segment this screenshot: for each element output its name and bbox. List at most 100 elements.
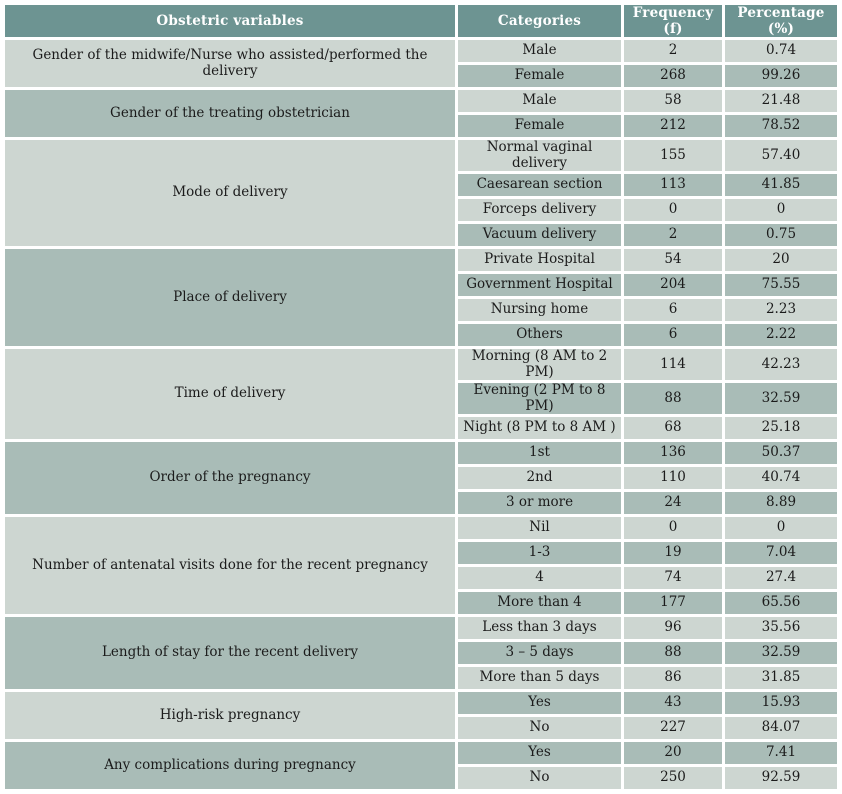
- category-cell: Vacuum delivery: [458, 224, 621, 247]
- category-cell: More than 4: [458, 592, 621, 615]
- category-cell: Evening (2 PM to 8 PM): [458, 383, 621, 415]
- percentage-cell: 99.26: [725, 65, 837, 87]
- variable-cell: Gender of the midwife/Nurse who assisted…: [5, 40, 455, 87]
- frequency-cell: 0: [624, 199, 722, 222]
- variable-cell: Gender of the treating obstetrician: [5, 90, 455, 137]
- percentage-cell: 35.56: [725, 617, 837, 640]
- col-header-obstetric-variables: Obstetric variables: [5, 5, 455, 37]
- percentage-cell: 7.04: [725, 542, 837, 565]
- category-cell: Male: [458, 90, 621, 112]
- category-cell: 4: [458, 567, 621, 590]
- percentage-cell: 20: [725, 249, 837, 272]
- category-cell: 1st: [458, 442, 621, 465]
- frequency-cell: 19: [624, 542, 722, 565]
- table-row: High-risk pregnancy Yes 43 15.93: [5, 692, 837, 740]
- frequency-cell: 2: [624, 224, 722, 247]
- percentage-cell: 25.18: [725, 417, 837, 440]
- table-row: 3 – 5 days 88 32.59: [5, 642, 837, 665]
- table-row: Night (8 PM to 8 AM ) 68 25.18: [5, 417, 837, 440]
- percentage-cell: 0.74: [725, 40, 837, 62]
- table-row: Time of delivery Morning (8 AM to 2 PM) 11…: [5, 349, 837, 440]
- frequency-cell: 204: [624, 274, 722, 297]
- frequency-cell: 136: [624, 442, 722, 465]
- frequency-cell: 0: [624, 517, 722, 540]
- category-cell: No: [458, 717, 621, 740]
- table-row: 3 or more 24 8.89: [5, 492, 837, 515]
- col-header-frequency: Frequency (f): [624, 5, 722, 37]
- table-body: Gender of the midwife/Nurse who assisted…: [5, 40, 837, 790]
- table-row: Forceps delivery 0 0: [5, 199, 837, 222]
- category-cell: Nil: [458, 517, 621, 540]
- frequency-cell: 54: [624, 249, 722, 272]
- frequency-cell: 43: [624, 692, 722, 715]
- variable-cell: High-risk pregnancy: [5, 692, 455, 740]
- category-cell: Others: [458, 324, 621, 347]
- variable-cell: Length of stay for the recent delivery: [5, 617, 455, 690]
- percentage-cell: 15.93: [725, 692, 837, 715]
- variable-cell: Time of delivery: [5, 349, 455, 440]
- frequency-cell: 2: [624, 40, 722, 62]
- percentage-cell: 27.4: [725, 567, 837, 590]
- frequency-cell: 155: [624, 140, 722, 172]
- frequency-cell: 58: [624, 90, 722, 112]
- category-cell: Female: [458, 65, 621, 87]
- category-cell: Government Hospital: [458, 274, 621, 297]
- category-cell: Yes: [458, 692, 621, 715]
- table-row: Nursing home 6 2.23: [5, 299, 837, 322]
- percentage-cell: 2.23: [725, 299, 837, 322]
- percentage-cell: 75.55: [725, 274, 837, 297]
- table-row: No 227 84.07: [5, 717, 837, 740]
- frequency-cell: 6: [624, 299, 722, 322]
- percentage-cell: 84.07: [725, 717, 837, 740]
- category-cell: Caesarean section: [458, 174, 621, 197]
- table-row: Others 6 2.22: [5, 324, 837, 347]
- percentage-cell: 92.59: [725, 767, 837, 790]
- category-cell: Night (8 PM to 8 AM ): [458, 417, 621, 440]
- frequency-cell: 86: [624, 667, 722, 690]
- percentage-cell: 0.75: [725, 224, 837, 247]
- table-row: Order of the pregnancy 1st 136 50.37: [5, 442, 837, 515]
- frequency-cell: 20: [624, 742, 722, 765]
- category-cell: No: [458, 767, 621, 790]
- variable-cell: Mode of delivery: [5, 140, 455, 247]
- percentage-cell: 40.74: [725, 467, 837, 490]
- table-row: Number of antenatal visits done for the …: [5, 517, 837, 615]
- percentage-cell: 0: [725, 517, 837, 540]
- table-row: Any complications during pregnancy Yes 20 7…: [5, 742, 837, 790]
- table-row: 2nd 110 40.74: [5, 467, 837, 490]
- percentage-cell: 41.85: [725, 174, 837, 197]
- category-cell: 2nd: [458, 467, 621, 490]
- percentage-cell: 42.23: [725, 349, 837, 381]
- variable-cell: Any complications during pregnancy: [5, 742, 455, 790]
- percentage-cell: 21.48: [725, 90, 837, 112]
- percentage-cell: 32.59: [725, 383, 837, 415]
- frequency-cell: 88: [624, 642, 722, 665]
- header-row: Obstetric variables Categories Frequency…: [5, 5, 837, 37]
- table-row: Vacuum delivery 2 0.75: [5, 224, 837, 247]
- category-cell: 3 – 5 days: [458, 642, 621, 665]
- variable-cell: Number of antenatal visits done for the …: [5, 517, 455, 615]
- category-cell: Female: [458, 115, 621, 137]
- category-cell: Morning (8 AM to 2 PM): [458, 349, 621, 381]
- category-cell: Private Hospital: [458, 249, 621, 272]
- frequency-cell: 74: [624, 567, 722, 590]
- percentage-cell: 7.41: [725, 742, 837, 765]
- category-cell: Less than 3 days: [458, 617, 621, 640]
- frequency-cell: 24: [624, 492, 722, 515]
- table-row: Evening (2 PM to 8 PM) 88 32.59: [5, 383, 837, 415]
- table-row: Government Hospital 204 75.55: [5, 274, 837, 297]
- percentage-cell: 65.56: [725, 592, 837, 615]
- frequency-cell: 96: [624, 617, 722, 640]
- frequency-cell: 88: [624, 383, 722, 415]
- category-cell: 1-3: [458, 542, 621, 565]
- table-row: Gender of the midwife/Nurse who assisted…: [5, 40, 837, 87]
- table-row: Length of stay for the recent delivery Le…: [5, 617, 837, 690]
- table-row: Female 268 99.26: [5, 65, 837, 87]
- variable-cell: Order of the pregnancy: [5, 442, 455, 515]
- percentage-cell: 50.37: [725, 442, 837, 465]
- percentage-cell: 2.22: [725, 324, 837, 347]
- percentage-cell: 78.52: [725, 115, 837, 137]
- frequency-cell: 6: [624, 324, 722, 347]
- percentage-cell: 32.59: [725, 642, 837, 665]
